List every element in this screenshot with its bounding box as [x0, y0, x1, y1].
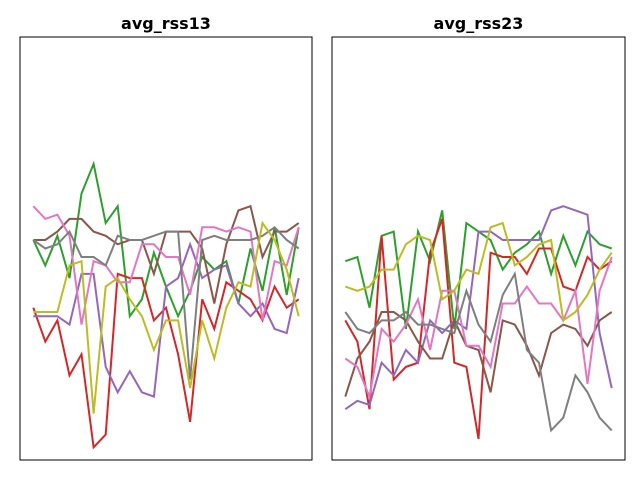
series-line: [344, 311, 613, 397]
chart-title: avg_rss13: [121, 14, 211, 33]
axes-frame: [331, 36, 626, 461]
series-line: [33, 220, 300, 414]
series-line: [344, 218, 613, 440]
series-line: [344, 221, 613, 323]
chart-title: avg_rss23: [434, 14, 524, 33]
series-line: [344, 270, 613, 433]
axes-frame: [19, 36, 313, 461]
series-line: [32, 272, 300, 450]
series-line: [344, 205, 613, 411]
series-line: [344, 256, 613, 401]
series-line: [32, 225, 300, 380]
